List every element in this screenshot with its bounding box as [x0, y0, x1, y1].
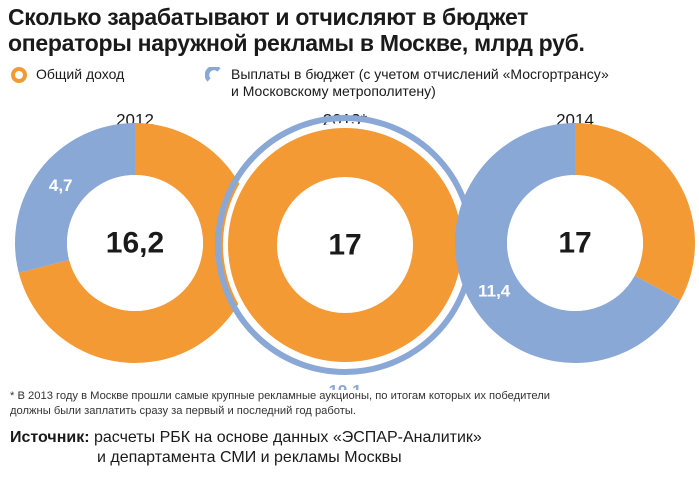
donut-segment-budget-0 [15, 123, 135, 273]
legend-item-income: Общий доход [10, 66, 124, 83]
title-line-2: операторы наружной рекламы в Москве, млр… [8, 30, 585, 56]
legend-label-budget-line-1: Выплаты в бюджет (с учетом отчислений «М… [231, 66, 609, 82]
legend-label-budget-line-2: и Московскому метрополитену) [231, 83, 436, 99]
budget-value-label-1: 19,1 [328, 382, 361, 391]
title-line-1: Сколько зарабатывают и отчисляют в бюдже… [8, 4, 529, 30]
donut-segment-income-2 [575, 123, 695, 301]
legend-label-budget: Выплаты в бюджет (с учетом отчислений «М… [231, 66, 609, 100]
donut-hole-0 [67, 175, 203, 311]
legend-label-income: Общий доход [36, 66, 125, 82]
footnote-line-2: должны были заплатить сразу за первый и … [10, 405, 357, 417]
income-value-label-0: 16,2 [106, 227, 164, 260]
source-label: Источник: [10, 429, 90, 446]
legend-swatch-budget [205, 67, 221, 82]
legend-item-budget: Выплаты в бюджет (с учетом отчислений «М… [205, 66, 609, 100]
budget-value-label-0: 4,7 [49, 176, 73, 195]
source-line-2: и департамента СМИ и рекламы Москвы [97, 449, 402, 466]
donut-segment-budget-2 [455, 123, 681, 363]
source: Источник: расчеты РБК на основе данных «… [10, 428, 699, 468]
budget-value-label-2: 11,4 [478, 281, 511, 300]
source-line-1: расчеты РБК на основе данных «ЭСПАР-Анал… [89, 429, 482, 446]
donut-segment-income-0 [18, 123, 255, 363]
chart-title: Сколько зарабатывают и отчисляют в бюдже… [8, 4, 688, 56]
donut-hole-2 [507, 175, 643, 311]
donut-hole-1 [277, 177, 413, 313]
footnote: * В 2013 году в Москве прошли самые круп… [10, 389, 699, 419]
income-value-label-2: 17 [558, 227, 591, 260]
income-value-label-1: 17 [328, 229, 361, 262]
footnote-line-1: * В 2013 году в Москве прошли самые круп… [10, 390, 550, 402]
legend-swatch-income [11, 67, 27, 83]
